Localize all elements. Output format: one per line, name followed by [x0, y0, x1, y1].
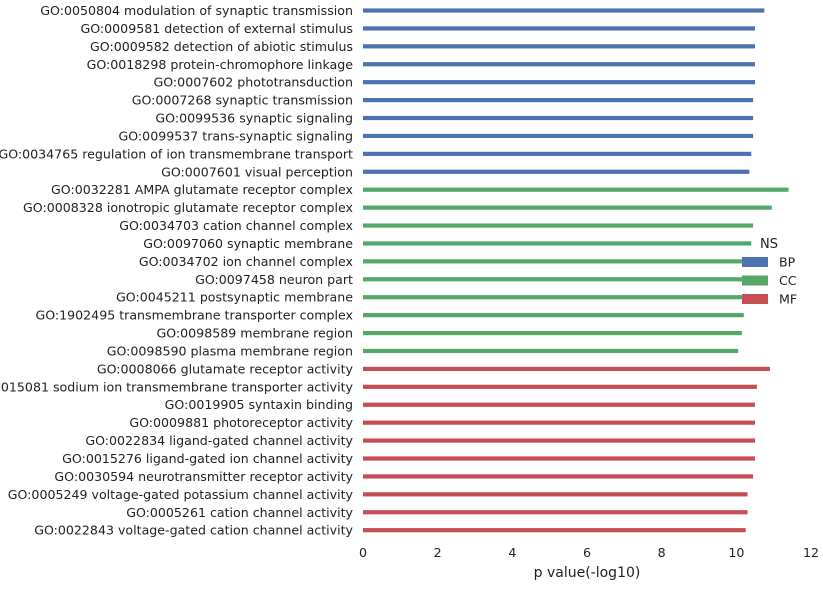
bars-layer: [363, 8, 789, 533]
y-tick-label: GO:0015081 sodium ion transmembrane tran…: [0, 379, 354, 394]
y-tick-label: GO:0005261 cation channel activity: [126, 505, 353, 520]
y-tick-label: GO:0005249 voltage-gated potassium chann…: [8, 487, 354, 502]
bar: [363, 528, 746, 533]
x-tick-label: 8: [658, 545, 666, 560]
y-tick-label: GO:0008066 glutamate receptor activity: [97, 361, 354, 376]
x-tick-label: 2: [434, 545, 442, 560]
y-tick-label: GO:0022843 voltage-gated cation channel …: [34, 523, 353, 538]
legend-swatch-mf: [742, 294, 768, 304]
bar: [363, 295, 748, 300]
legend-label-bp: BP: [779, 255, 796, 270]
bar: [363, 456, 755, 461]
y-tick-label: GO:0015276 ligand-gated ion channel acti…: [62, 451, 353, 466]
x-tick-label: 12: [803, 545, 819, 560]
bar: [363, 474, 754, 479]
x-tick-label: 10: [728, 545, 744, 560]
legend-label-mf: MF: [779, 292, 797, 307]
x-axis-label: p value(-log10): [534, 565, 641, 581]
y-tick-label: GO:0034765 regulation of ion transmembra…: [0, 146, 353, 161]
y-tick-label: GO:0099536 synaptic signaling: [155, 111, 353, 126]
bar: [363, 402, 755, 407]
y-tick-label: GO:0097458 neuron part: [195, 272, 353, 287]
legend: NS BP CC MF: [742, 237, 797, 307]
legend-label-cc: CC: [779, 273, 797, 288]
bar: [363, 62, 755, 67]
y-tick-label: GO:0018298 protein-chromophore linkage: [87, 57, 354, 72]
y-tick-label: GO:0098590 plasma membrane region: [107, 343, 353, 358]
bar: [363, 44, 755, 49]
y-tick-label: GO:0034702 ion channel complex: [139, 254, 354, 269]
bar: [363, 277, 750, 282]
y-tick-label: GO:1902495 transmembrane transporter com…: [35, 308, 353, 323]
y-tick-label: GO:0007268 synaptic transmission: [132, 93, 353, 108]
bar: [363, 348, 739, 354]
bar: [363, 8, 765, 13]
bar: [363, 151, 752, 156]
bar: [363, 223, 754, 228]
y-tick-label: GO:0019905 syntaxin binding: [165, 397, 353, 412]
bar: [363, 259, 752, 264]
x-tick-label: 6: [583, 545, 591, 560]
y-tick-label: GO:0009881 photoreceptor activity: [129, 415, 353, 430]
y-tick-label: GO:0030594 neurotransmitter receptor act…: [54, 469, 353, 484]
y-tick-label: GO:0050804 modulation of synaptic transm…: [40, 3, 353, 18]
bar: [363, 313, 744, 318]
legend-title: NS: [760, 237, 778, 252]
bar: [363, 187, 789, 192]
bar: [363, 241, 752, 246]
y-tick-label: GO:0022834 ligand-gated channel activity: [85, 433, 353, 448]
y-tick-label: GO:0007602 phototransduction: [153, 75, 353, 90]
bar: [363, 133, 754, 139]
bar: [363, 510, 748, 515]
bar: [363, 205, 772, 210]
bar: [363, 330, 742, 336]
bar: [363, 366, 770, 371]
bar: [363, 420, 755, 425]
bar: [363, 492, 748, 497]
bar: [363, 26, 755, 31]
y-tick-labels: GO:0050804 modulation of synaptic transm…: [0, 3, 354, 538]
x-tick-label: 4: [508, 545, 516, 560]
bar: [363, 384, 757, 389]
bar: [363, 80, 755, 85]
y-tick-label: GO:0009582 detection of abiotic stimulus: [90, 39, 353, 54]
y-tick-label: GO:0097060 synaptic membrane: [143, 236, 353, 251]
y-tick-label: GO:0008328 ionotropic glutamate receptor…: [23, 200, 353, 215]
y-tick-label: GO:0032281 AMPA glutamate receptor compl…: [51, 182, 354, 197]
bar: [363, 115, 754, 121]
y-tick-label: GO:0034703 cation channel complex: [119, 218, 353, 233]
y-tick-label: GO:0007601 visual perception: [161, 164, 353, 179]
y-tick-label: GO:0099537 trans-synaptic signaling: [118, 128, 353, 143]
bar: [363, 169, 750, 174]
legend-swatch-cc: [742, 275, 768, 286]
y-tick-label: GO:0098589 membrane region: [156, 326, 353, 341]
bar: [363, 98, 754, 103]
x-tick-label: 0: [359, 545, 367, 560]
bar: [363, 438, 755, 443]
y-tick-label: GO:0009581 detection of external stimulu…: [80, 21, 353, 36]
x-tick-labels: 0 2 4 6 8 10 12: [359, 545, 819, 560]
legend-swatch-bp: [742, 257, 768, 267]
y-tick-label: GO:0045211 postsynaptic membrane: [116, 290, 353, 305]
